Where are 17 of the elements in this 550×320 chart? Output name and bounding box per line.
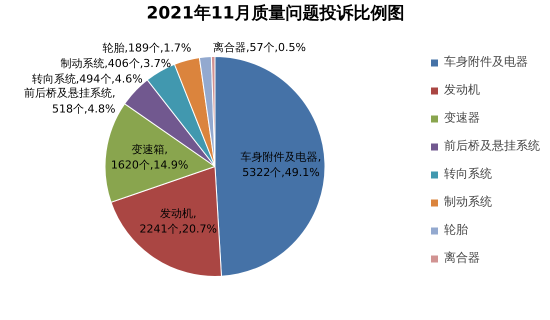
data-label: 制动系统,406个,3.7% xyxy=(60,57,172,70)
legend-label: 制动系统 xyxy=(444,194,492,210)
data-label: 车身附件及电器, 5322个,49.1% xyxy=(240,150,322,179)
data-label: 转向系统,494个,4.6% xyxy=(32,72,143,86)
data-label: 发动机, 2241个,20.7% xyxy=(140,207,217,236)
legend-label: 前后桥及悬挂系统 xyxy=(444,138,540,154)
legend-label: 转向系统 xyxy=(444,166,492,182)
data-label: 变速箱, 1620个,14.9% xyxy=(110,143,188,172)
legend-label: 发动机 xyxy=(444,82,480,98)
data-label: 离合器,57个,0.5% xyxy=(213,41,306,54)
chart-title: 2021年11月质量问题投诉比例图 xyxy=(146,4,404,24)
legend-label: 轮胎 xyxy=(444,222,468,238)
data-label: 前后桥及悬挂系统, 518个,4.8% xyxy=(24,86,116,116)
data-label: 轮胎,189个,1.7% xyxy=(102,42,192,55)
legend-label: 离合器 xyxy=(444,250,480,266)
legend-label: 变速器 xyxy=(444,110,480,126)
legend-label: 车身附件及电器 xyxy=(444,54,528,70)
